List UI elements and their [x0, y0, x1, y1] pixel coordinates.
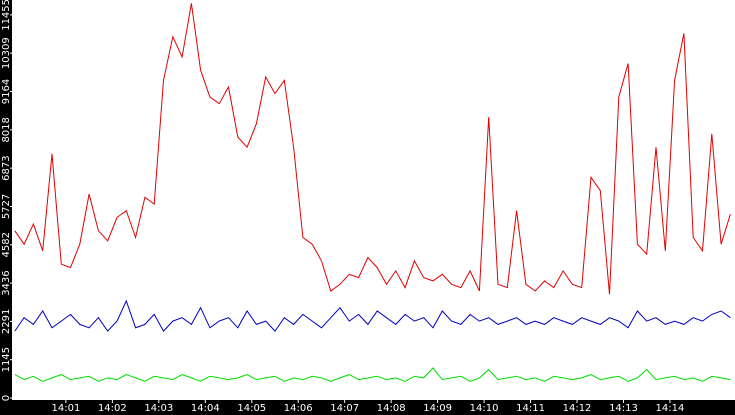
- x-tick-label: 14:13: [609, 403, 638, 414]
- x-tick-label: 14:02: [98, 403, 127, 414]
- y-tick-label: 2291: [1, 309, 12, 334]
- x-tick-label: 14:05: [237, 403, 266, 414]
- series-line: [14, 367, 731, 382]
- y-tick-label: 3436: [1, 270, 12, 295]
- x-tick-label: 14:01: [51, 403, 80, 414]
- x-tick-label: 14:08: [377, 403, 406, 414]
- y-tick-label: 9164: [1, 79, 12, 104]
- y-tick-label: 0: [1, 395, 12, 401]
- y-axis-strip: [0, 0, 12, 415]
- y-tick-label: 11455: [1, 0, 12, 31]
- x-tick-label: 14:12: [563, 403, 592, 414]
- y-tick-label: 6873: [1, 155, 12, 180]
- y-tick-label: 10309: [1, 37, 12, 69]
- y-tick-label: 5727: [1, 194, 12, 219]
- x-tick-label: 14:07: [330, 403, 359, 414]
- x-tick-label: 14:03: [144, 403, 173, 414]
- series-line: [14, 3, 731, 295]
- x-tick-label: 14:11: [516, 403, 545, 414]
- x-tick-label: 14:09: [423, 403, 452, 414]
- x-tick-label: 14:14: [656, 403, 685, 414]
- series-line: [14, 299, 731, 332]
- y-tick-label: 4582: [1, 232, 12, 257]
- y-tick-label: 8018: [1, 117, 12, 142]
- x-tick-label: 14:06: [284, 403, 313, 414]
- x-axis-strip: [0, 400, 735, 415]
- x-tick-label: 14:10: [470, 403, 499, 414]
- x-tick-label: 14:04: [191, 403, 220, 414]
- y-tick-label: 1145: [1, 347, 12, 372]
